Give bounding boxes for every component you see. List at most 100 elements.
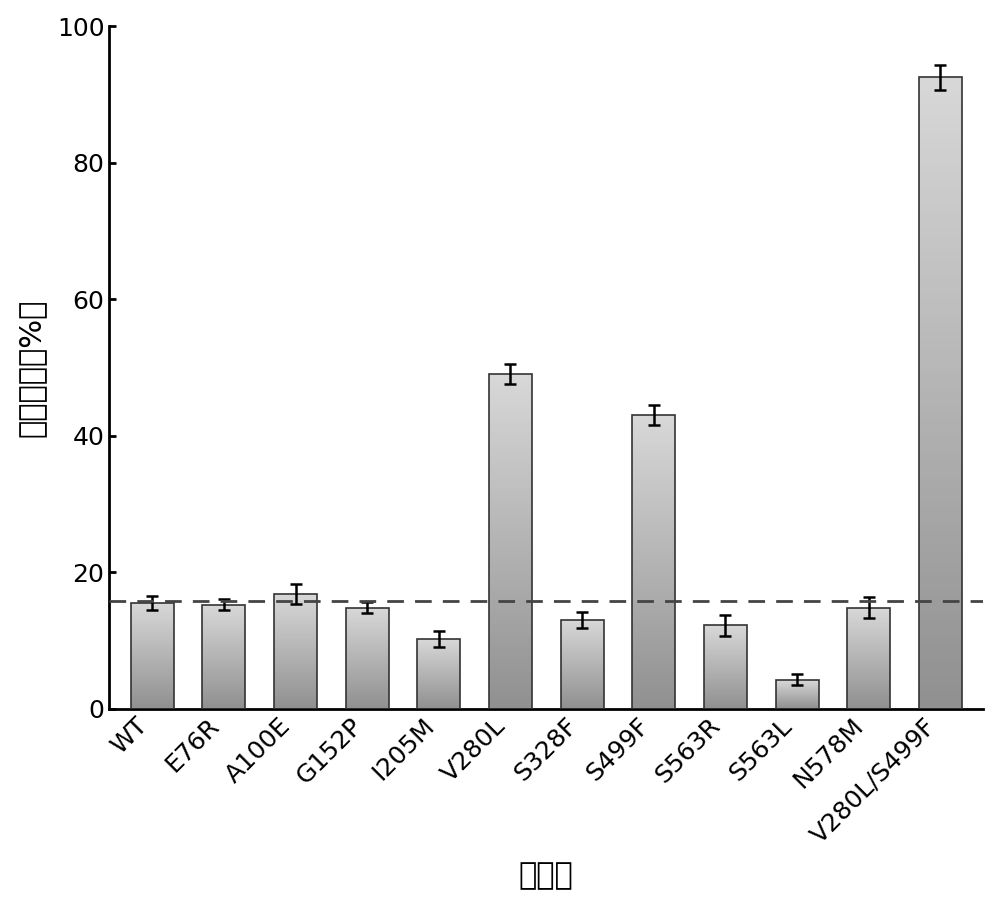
Bar [131, 698, 174, 699]
Bar [847, 620, 890, 621]
Bar [274, 602, 317, 603]
Bar [202, 682, 245, 683]
Bar [919, 525, 962, 532]
Bar [489, 635, 532, 639]
Bar [274, 637, 317, 638]
Bar [346, 637, 389, 638]
Bar [847, 616, 890, 617]
Bar [919, 356, 962, 361]
Bar [346, 609, 389, 610]
Bar [131, 686, 174, 687]
Bar [847, 690, 890, 691]
Bar [847, 628, 890, 629]
Bar [346, 700, 389, 701]
Bar [131, 610, 174, 611]
Bar [346, 696, 389, 697]
Bar [274, 686, 317, 687]
Bar [919, 203, 962, 210]
Bar [131, 667, 174, 668]
Bar [202, 700, 245, 701]
Bar [346, 612, 389, 614]
Bar [489, 639, 532, 642]
Bar [632, 480, 675, 483]
Bar [274, 594, 317, 595]
Bar [346, 640, 389, 641]
Bar [346, 642, 389, 643]
Bar [346, 705, 389, 706]
Bar [346, 682, 389, 683]
Bar [346, 635, 389, 636]
Bar [847, 672, 890, 673]
Bar [847, 700, 890, 701]
Bar [632, 580, 675, 582]
Bar [202, 697, 245, 698]
Bar [919, 134, 962, 141]
Bar [847, 705, 890, 706]
Bar [489, 407, 532, 411]
Bar [847, 652, 890, 653]
Bar [847, 636, 890, 637]
Bar [847, 674, 890, 675]
Bar [632, 706, 675, 708]
Bar [847, 626, 890, 627]
Bar [489, 375, 532, 708]
Bar [632, 668, 675, 670]
Bar [632, 635, 675, 639]
Bar [274, 644, 317, 646]
Bar [202, 613, 245, 614]
Bar [632, 532, 675, 535]
Bar [919, 405, 962, 412]
Bar [202, 623, 245, 625]
Bar [346, 641, 389, 642]
Bar [274, 695, 317, 696]
Bar [919, 551, 962, 557]
Bar [202, 639, 245, 640]
Bar [489, 675, 532, 678]
Bar [131, 688, 174, 689]
Bar [131, 625, 174, 626]
Bar [131, 626, 174, 627]
Bar [274, 652, 317, 654]
Bar [131, 661, 174, 662]
Bar [274, 610, 317, 611]
Bar [919, 216, 962, 222]
Bar [919, 437, 962, 444]
Bar [274, 599, 317, 600]
Bar [274, 680, 317, 681]
Bar [202, 662, 245, 663]
Bar [847, 692, 890, 694]
Bar [202, 654, 245, 655]
Bar [202, 648, 245, 649]
Bar [632, 703, 675, 706]
Bar [847, 647, 890, 648]
Bar [202, 666, 245, 667]
Bar [919, 367, 962, 374]
Bar [919, 279, 962, 286]
Bar [131, 660, 174, 661]
Bar [632, 501, 675, 503]
Bar [346, 671, 389, 672]
Bar [274, 625, 317, 626]
Bar [202, 634, 245, 635]
Bar [131, 624, 174, 625]
Bar [346, 616, 389, 617]
Bar [919, 463, 962, 469]
Bar [632, 670, 675, 673]
Bar [847, 644, 890, 645]
Bar [202, 669, 245, 670]
Bar [346, 681, 389, 682]
Bar [632, 665, 675, 668]
Bar [489, 541, 532, 545]
Bar [632, 489, 675, 492]
Bar [919, 185, 962, 191]
Bar [632, 682, 675, 685]
Bar [131, 637, 174, 638]
Bar [919, 601, 962, 608]
Bar [131, 622, 174, 623]
Bar [919, 494, 962, 501]
Bar [274, 595, 317, 596]
Bar [847, 618, 890, 619]
Bar [274, 673, 317, 674]
Bar [632, 679, 675, 682]
Bar [919, 532, 962, 538]
